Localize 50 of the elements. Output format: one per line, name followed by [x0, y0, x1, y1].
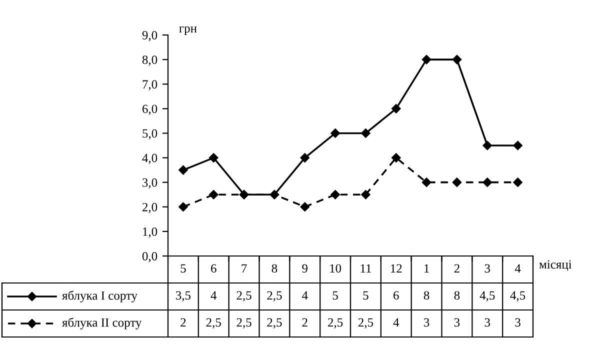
- y-tick-label: 3,0: [142, 178, 158, 189]
- data-label: 6: [394, 291, 399, 300]
- data-label: 4: [393, 318, 400, 327]
- x-tick-label: 11: [360, 264, 371, 273]
- y-tick-label: 4,0: [142, 154, 158, 164]
- y-tick-label: 5,0: [142, 129, 158, 140]
- data-label: 2: [180, 318, 186, 327]
- data-label: 8: [424, 291, 430, 300]
- y-tick-label: 7,0: [142, 80, 158, 90]
- legend-label: яблука II сорту: [62, 318, 142, 330]
- data-label: 8: [454, 291, 460, 300]
- x-tick-label: 8: [272, 264, 278, 273]
- x-tick-label: 10: [330, 264, 342, 273]
- data-label: 4: [210, 291, 217, 300]
- legend-label: яблука I сорту: [62, 290, 138, 302]
- data-label: 3: [484, 318, 490, 327]
- data-label: 3: [424, 318, 430, 327]
- data-label: 3: [515, 318, 520, 327]
- data-label: 2,5: [267, 291, 282, 302]
- data-label: 4,5: [480, 291, 495, 302]
- data-label: 2,5: [206, 318, 221, 328]
- y-axis-title: грн: [179, 26, 197, 35]
- x-tick-label: 12: [390, 264, 402, 273]
- data-label: 2,5: [358, 318, 374, 328]
- data-label: 2,5: [236, 318, 252, 328]
- x-tick-label: 7: [242, 264, 247, 273]
- data-label: 2: [302, 318, 308, 327]
- x-tick-label: 1: [424, 264, 429, 273]
- y-tick-label: 1,0: [143, 227, 158, 238]
- data-label: 5: [363, 291, 368, 300]
- x-tick-label: 4: [514, 264, 521, 273]
- x-tick-label: 2: [454, 264, 460, 273]
- data-label: 2,5: [236, 291, 252, 302]
- y-tick-label: 8,0: [142, 56, 158, 66]
- y-tick-label: 9,0: [142, 31, 158, 42]
- x-tick-label: 9: [302, 264, 308, 273]
- x-tick-label: 5: [180, 264, 186, 273]
- y-tick-label: 2,0: [142, 202, 158, 214]
- data-label: 3,5: [176, 291, 191, 302]
- x-axis-title: місяці: [539, 260, 572, 271]
- data-label: 3: [454, 318, 460, 327]
- data-label: 2,5: [328, 318, 343, 328]
- data-label: 2,5: [267, 318, 282, 328]
- data-label: 5: [332, 291, 338, 300]
- x-tick-label: 6: [211, 264, 216, 273]
- x-tick-label: 3: [484, 264, 490, 273]
- data-label: 4: [302, 291, 308, 300]
- y-tick-label: 6,0: [142, 104, 158, 115]
- data-label: 4,5: [510, 291, 526, 302]
- y-tick-label: 0,0: [142, 252, 158, 262]
